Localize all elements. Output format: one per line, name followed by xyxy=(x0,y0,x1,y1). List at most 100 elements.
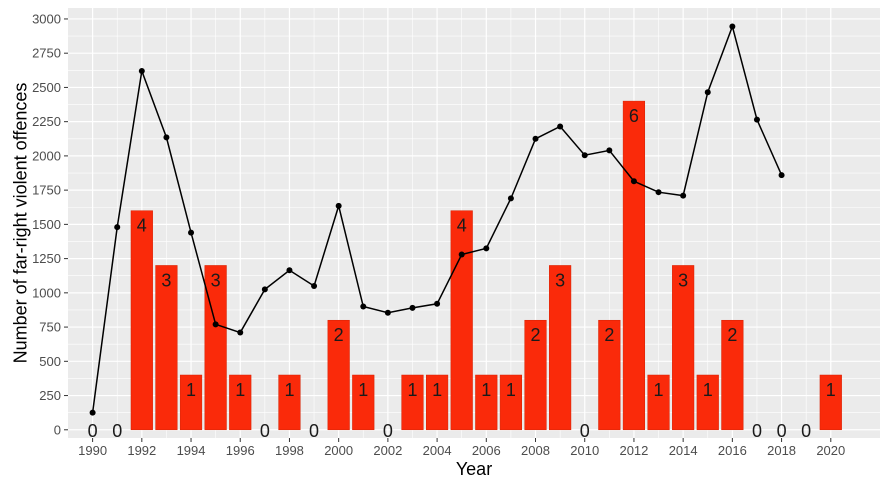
y-tick-label: 1750 xyxy=(32,183,61,198)
bar-label: 6 xyxy=(629,106,639,126)
bar-label: 1 xyxy=(654,380,664,400)
series-point xyxy=(532,135,539,142)
bar xyxy=(622,100,646,431)
y-tick-label: 0 xyxy=(54,422,61,437)
bar xyxy=(549,265,572,431)
x-tick-label: 2012 xyxy=(619,443,648,458)
x-tick-label: 1992 xyxy=(127,443,156,458)
series-point xyxy=(778,172,785,179)
bar xyxy=(524,319,547,431)
x-tick-label: 2010 xyxy=(570,443,599,458)
bar-label: 2 xyxy=(334,325,344,345)
bar-label: 2 xyxy=(531,325,541,345)
series-point xyxy=(311,282,318,289)
series-point xyxy=(458,251,465,258)
bar xyxy=(475,374,498,431)
y-tick-label: 750 xyxy=(39,320,61,335)
x-tick-label: 2008 xyxy=(521,443,550,458)
x-tick-label: 1994 xyxy=(177,443,206,458)
x-tick-label: 2018 xyxy=(767,443,796,458)
bar xyxy=(696,374,719,431)
series-point xyxy=(163,134,170,141)
series-point xyxy=(286,267,293,274)
bar xyxy=(721,319,744,431)
series-point xyxy=(704,89,711,96)
series-point xyxy=(606,147,613,154)
bar xyxy=(499,374,522,431)
bar xyxy=(229,374,252,431)
x-tick-label: 1996 xyxy=(226,443,255,458)
bar xyxy=(647,374,670,431)
bar xyxy=(598,319,621,431)
y-tick-label: 2750 xyxy=(32,46,61,61)
series-point xyxy=(581,152,588,159)
bar xyxy=(352,374,375,431)
x-tick-label: 2004 xyxy=(423,443,452,458)
bar xyxy=(278,374,301,431)
series-point xyxy=(89,409,96,416)
bar-label: 0 xyxy=(309,421,319,441)
x-axis: 1990 1992 1994 1996 1998 2000 2002 2004 2006 2008… xyxy=(78,438,845,458)
bar-label: 0 xyxy=(801,421,811,441)
series-point xyxy=(384,309,391,316)
bar-label: 1 xyxy=(186,380,196,400)
x-tick-label: 2006 xyxy=(472,443,501,458)
y-tick-label: 1500 xyxy=(32,217,61,232)
bar-label: 3 xyxy=(161,270,171,290)
bar-label: 1 xyxy=(481,380,491,400)
bar-label: 2 xyxy=(604,325,614,345)
bar-label: 0 xyxy=(112,421,122,441)
series-point xyxy=(557,123,564,130)
bar-label: 3 xyxy=(678,270,688,290)
x-tick-label: 2000 xyxy=(324,443,353,458)
bar-label: 1 xyxy=(826,380,836,400)
bar-label: 3 xyxy=(211,270,221,290)
bar-label: 1 xyxy=(506,380,516,400)
bar xyxy=(450,210,473,431)
bar-label: 0 xyxy=(88,421,98,441)
bar-label: 3 xyxy=(555,270,565,290)
series-point xyxy=(507,195,514,202)
bar-label: 4 xyxy=(457,216,467,236)
series-point xyxy=(237,329,244,336)
series-point xyxy=(409,304,416,311)
bar-label: 1 xyxy=(235,380,245,400)
bar-label: 1 xyxy=(358,380,368,400)
bar-label: 4 xyxy=(137,216,147,236)
y-tick-label: 3000 xyxy=(32,11,61,26)
bar-label: 0 xyxy=(260,421,270,441)
bar-label: 0 xyxy=(383,421,393,441)
series-point xyxy=(114,224,121,231)
bar xyxy=(426,374,449,431)
series-point xyxy=(212,321,219,328)
bar xyxy=(819,374,842,431)
series-point xyxy=(188,229,195,236)
bar-label: 0 xyxy=(777,421,787,441)
y-axis-title: Number of far-right violent offences xyxy=(10,83,30,364)
bar xyxy=(155,265,178,431)
y-tick-label: 250 xyxy=(39,388,61,403)
x-tick-label: 2014 xyxy=(669,443,698,458)
bar-label: 0 xyxy=(752,421,762,441)
x-tick-label: 1998 xyxy=(275,443,304,458)
x-tick-label: 2016 xyxy=(718,443,747,458)
series-point xyxy=(630,178,637,185)
series-point xyxy=(483,245,490,252)
y-tick-label: 500 xyxy=(39,354,61,369)
series-point xyxy=(261,286,268,293)
bar-label: 1 xyxy=(284,380,294,400)
series-point xyxy=(138,67,145,74)
bar xyxy=(130,210,153,431)
y-tick-label: 2500 xyxy=(32,80,61,95)
line-series xyxy=(89,23,785,416)
bar-label: 0 xyxy=(580,421,590,441)
series-point xyxy=(434,300,441,307)
series-point xyxy=(335,202,342,209)
y-tick-label: 2000 xyxy=(32,148,61,163)
x-tick-label: 2020 xyxy=(816,443,845,458)
bar xyxy=(179,374,203,431)
bar-label: 1 xyxy=(407,380,417,400)
x-axis-title: Year xyxy=(456,459,492,479)
bar-label: 1 xyxy=(703,380,713,400)
